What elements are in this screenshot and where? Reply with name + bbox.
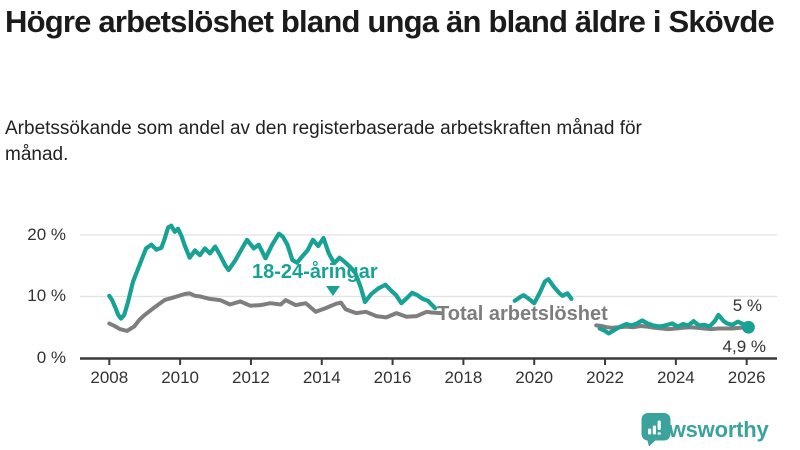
end-value-young: 5 % [732,296,762,315]
series-line [512,277,574,306]
newsworthy-logo: Newsworthy [641,412,769,448]
x-tick-label: 2010 [161,368,200,387]
y-tick-label: 0 % [36,348,66,367]
x-tick-label: 2016 [373,368,412,387]
series-end-dot [742,320,755,334]
x-tick-label: 2024 [656,368,695,387]
chart-subtitle: Arbetssökande som andel av den registerb… [5,118,642,165]
page-title: Högre arbetslöshet bland unga än bland ä… [5,4,775,39]
x-tick-label: 2020 [515,368,554,387]
end-value-total: 4,9 % [722,337,766,356]
series-line [597,312,751,336]
series-line [107,291,443,333]
x-tick-label: 2018 [444,368,483,387]
x-tick-label: 2014 [302,368,341,387]
y-tick-label: 20 % [27,224,66,244]
label-arrow-icon [326,286,340,296]
x-tick-label: 2026 [727,368,766,387]
bar-chart-speech-bubble-icon [641,413,671,447]
series-label-total: Total arbetslöshet [437,303,608,325]
y-tick-label: 10 % [27,286,66,306]
x-tick-label: 2012 [232,368,270,387]
series-label-young: 18-24-åringar [252,261,378,283]
x-tick-label: 2022 [586,368,624,387]
series-line [107,223,438,321]
x-tick-label: 2008 [90,368,129,387]
